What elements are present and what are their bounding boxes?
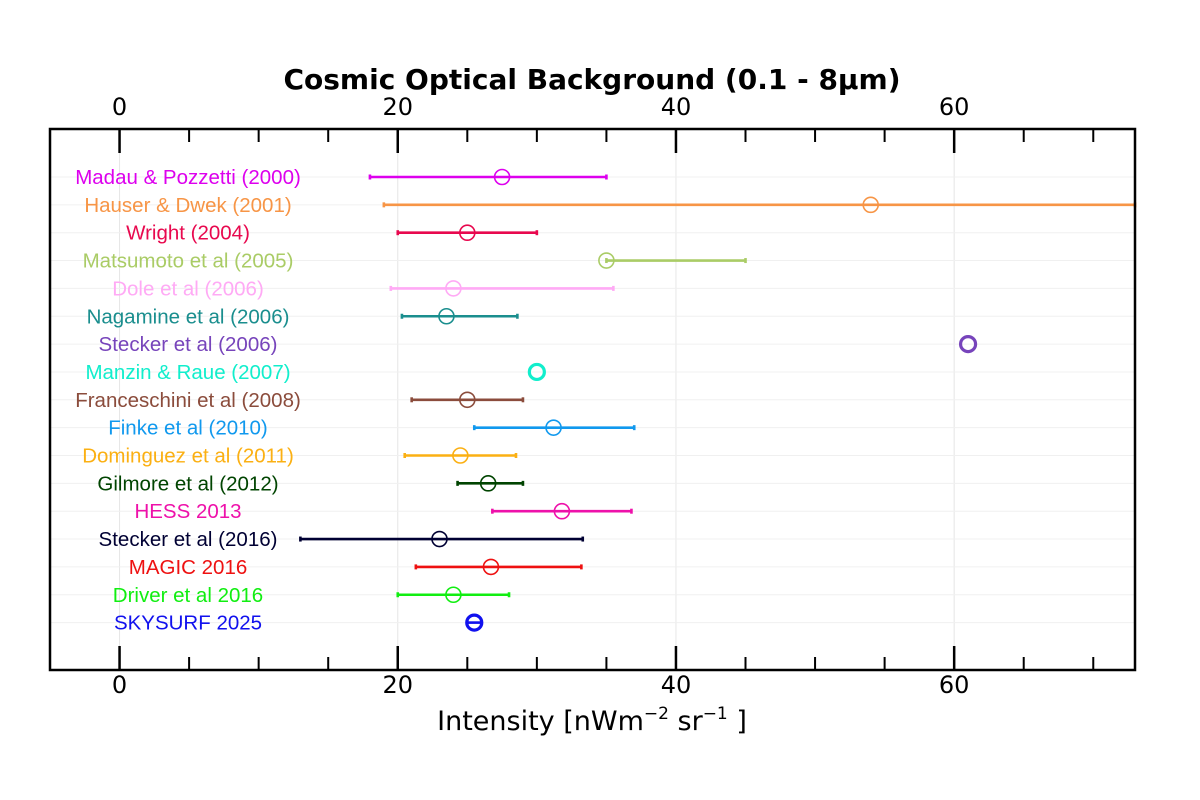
x-tick-label-top: 40: [661, 93, 692, 121]
series-label: Hauser & Dwek (2001): [84, 194, 291, 217]
data-point-marker: [431, 530, 448, 548]
data-point-marker: [958, 335, 978, 354]
data-point-marker: [545, 419, 562, 436]
data-point-marker: [482, 558, 500, 576]
axis-ticks: 0 0 20 20 40 40 60 60: [112, 93, 1095, 699]
x-tick-label-bottom: 0: [112, 671, 127, 699]
data-series: [299, 168, 1137, 632]
data-point-marker: [459, 391, 476, 409]
data-point-marker: [452, 447, 469, 464]
series-label: Dominguez et al (2011): [82, 445, 294, 468]
data-point-marker: [862, 196, 880, 214]
x-tick-label-bottom: 20: [382, 671, 413, 699]
series-label: HESS 2013: [134, 500, 241, 523]
chart-title: Cosmic Optical Background (0.1 - 8µm): [283, 63, 900, 96]
x-tick-label-top: 0: [112, 93, 127, 121]
data-point-marker: [527, 362, 546, 382]
series-labels: Madau & Pozzetti (2000) Hauser & Dwek (20…: [75, 166, 301, 635]
x-tick-label-bottom: 40: [661, 671, 692, 699]
series-label: Nagamine et al (2006): [87, 305, 290, 328]
x-tick-label-top: 20: [382, 93, 413, 121]
x-axis-label-prefix: Intensity [nWm: [437, 706, 644, 737]
series-label: Finke et al (2010): [108, 417, 268, 440]
series-label: Gilmore et al (2012): [97, 472, 278, 495]
x-tick-label-top: 60: [939, 93, 970, 121]
x-axis-label-mid: sr: [669, 706, 704, 737]
x-axis-label-exp2: −1: [703, 704, 728, 724]
series-label: MAGIC 2016: [129, 556, 248, 579]
plot-frame: [48, 127, 1137, 672]
x-tick-label-bottom: 60: [939, 671, 970, 699]
data-point-marker: [438, 307, 455, 325]
x-axis-label: Intensity [nWm−2 sr−1 ]: [437, 704, 747, 737]
x-axis-label-suffix: ]: [728, 706, 747, 737]
series-label: Matsumoto et al (2005): [83, 250, 294, 273]
data-point-marker: [479, 475, 497, 492]
series-label: Wright (2004): [126, 222, 250, 245]
data-point-marker: [493, 168, 511, 186]
series-label: Madau & Pozzetti (2000): [75, 166, 301, 189]
series-label: Franceschini et al (2008): [75, 389, 301, 412]
data-point-marker: [445, 586, 462, 604]
data-point-marker: [459, 224, 476, 241]
series-label: Dole et al (2006): [112, 277, 264, 300]
data-point-marker: [445, 280, 462, 297]
data-point-marker: [598, 252, 615, 269]
data-point-marker: [553, 502, 571, 520]
series-label: Driver et al 2016: [113, 584, 263, 607]
x-axis-label-exp1: −2: [644, 704, 669, 724]
data-point-marker: [465, 613, 484, 632]
series-label: Manzin & Raue (2007): [85, 361, 290, 384]
series-label: SKYSURF 2025: [114, 612, 262, 635]
series-label: Stecker et al (2016): [99, 528, 278, 551]
series-label: Stecker et al (2006): [99, 333, 278, 356]
